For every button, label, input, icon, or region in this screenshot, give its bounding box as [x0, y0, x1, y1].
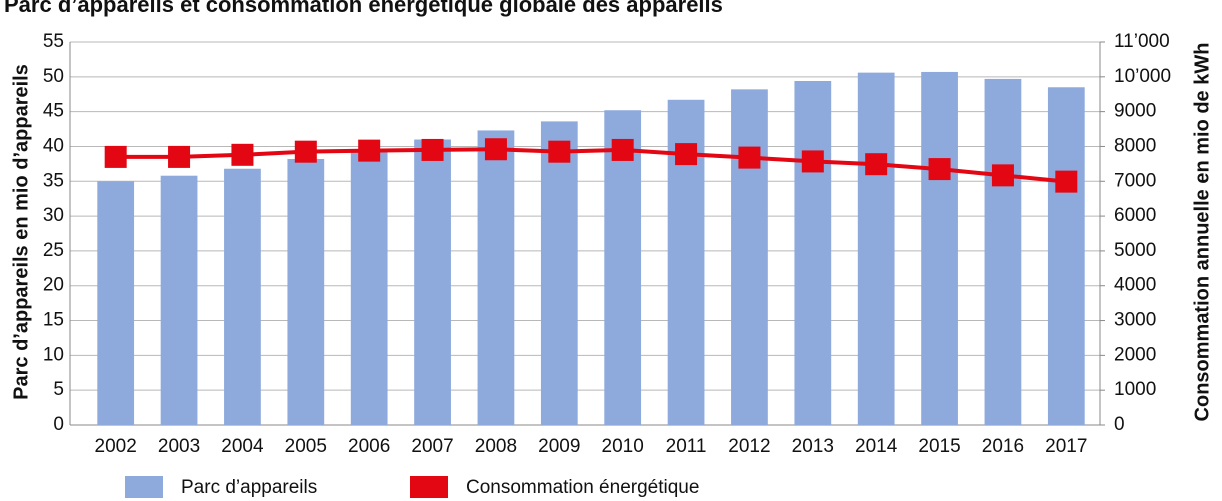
marker [611, 138, 634, 161]
y2-tick-label: 11’000 [1114, 31, 1170, 52]
y-tick-label: 15 [43, 310, 64, 331]
x-tick-label: 2016 [982, 436, 1024, 457]
y2-tick-label: 5000 [1114, 240, 1156, 261]
y2-axis-label: Consommation annuelle en mio de kWh [1191, 43, 1213, 422]
bar [414, 139, 451, 425]
x-tick-label: 2009 [538, 436, 580, 457]
bar [160, 175, 198, 425]
y-tick-label: 55 [43, 31, 64, 52]
y2-tick-label: 8000 [1114, 135, 1156, 156]
bar [731, 89, 768, 426]
marker [294, 140, 317, 163]
y2-tick-label: 9000 [1114, 101, 1156, 122]
marker [738, 146, 761, 169]
marker [801, 150, 824, 173]
bar [794, 80, 832, 425]
bar [540, 121, 578, 426]
bar [224, 168, 261, 426]
y2-tick-label: 6000 [1114, 205, 1156, 226]
bar [97, 181, 135, 425]
x-tick-label: 2007 [411, 436, 453, 457]
line [115, 147, 1067, 184]
bar [984, 78, 1022, 425]
marker [1055, 170, 1078, 193]
marker [358, 139, 381, 162]
y-tick-label: 20 [43, 275, 64, 296]
y-tick-label: 35 [43, 170, 64, 191]
bar [350, 149, 388, 425]
y-tick-label: 45 [43, 101, 64, 122]
y2-tick-label: 10’000 [1114, 66, 1171, 87]
x-tick-label: 2002 [95, 436, 137, 457]
bar [477, 130, 515, 426]
legend-swatch [410, 476, 448, 498]
legend-label: Parc d’appareils [181, 477, 317, 498]
y-tick-label: 30 [43, 205, 64, 226]
y2-tick-label: 4000 [1114, 275, 1156, 296]
marker [548, 140, 571, 163]
y-axis-label: Parc d’appareils en mio d’appareils [10, 64, 32, 400]
marker [928, 158, 951, 181]
x-tick-label: 2010 [602, 436, 644, 457]
legend-label: Consommation énergétique [466, 477, 699, 498]
marker [231, 143, 254, 166]
bar [921, 71, 958, 425]
legend-swatch [125, 476, 163, 498]
x-tick-label: 2011 [666, 436, 707, 457]
x-tick-label: 2017 [1045, 436, 1087, 457]
x-tick-label: 2003 [158, 436, 200, 457]
y2-tick-label: 2000 [1114, 344, 1156, 365]
x-tick-label: 2012 [728, 436, 770, 457]
x-tick-label: 2015 [918, 436, 960, 457]
y-tick-label: 50 [43, 66, 64, 87]
y-tick-label: 10 [43, 344, 64, 365]
y-tick-label: 40 [43, 135, 64, 156]
bar [1047, 87, 1085, 425]
marker [168, 145, 191, 168]
chart-title: Parc d’appareils et consommation énergét… [4, 0, 723, 17]
bar [287, 158, 325, 426]
bar [604, 110, 642, 425]
x-tick-label: 2006 [348, 436, 390, 457]
x-tick-label: 2004 [221, 436, 264, 457]
y2-tick-label: 7000 [1114, 170, 1156, 191]
x-tick-label: 2014 [855, 436, 898, 457]
marker [865, 153, 888, 176]
y2-tick-label: 3000 [1114, 310, 1156, 331]
marker [484, 138, 507, 161]
marker [991, 164, 1014, 187]
bar [857, 72, 895, 425]
marker [675, 143, 698, 166]
x-tick-label: 2005 [285, 436, 327, 457]
x-tick-label: 2013 [792, 436, 834, 457]
y-tick-label: 5 [53, 379, 64, 400]
y2-tick-label: 1000 [1114, 379, 1156, 400]
marker [104, 145, 127, 168]
marker [421, 138, 444, 161]
y-tick-label: 0 [53, 414, 64, 435]
x-tick-label: 2008 [475, 436, 517, 457]
y2-tick-label: 0 [1114, 414, 1125, 435]
y-tick-label: 25 [43, 240, 64, 261]
